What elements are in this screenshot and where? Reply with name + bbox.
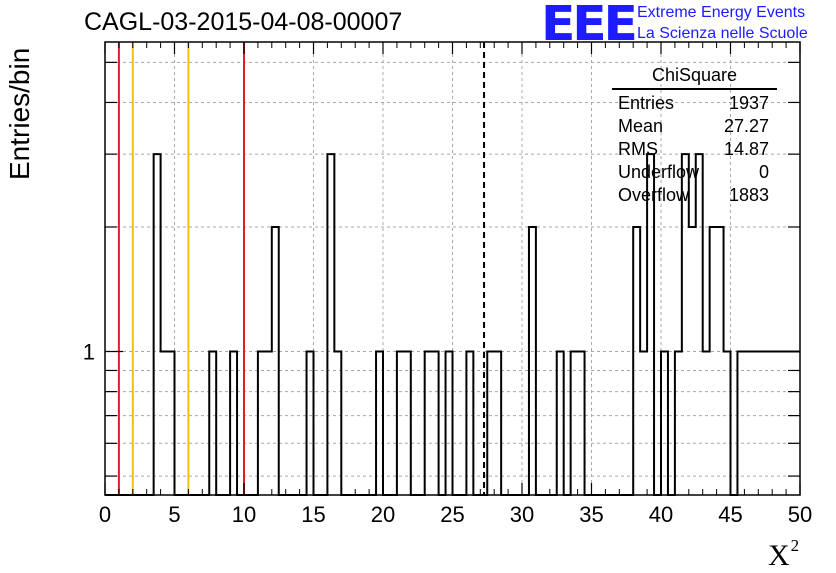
histogram-bin xyxy=(779,352,786,495)
histogram-bin xyxy=(404,352,411,495)
histogram-bin xyxy=(334,352,341,495)
stats-row: Underflow 0 xyxy=(612,161,777,184)
histogram-bin xyxy=(640,352,647,495)
x-tick-label: 45 xyxy=(718,502,742,527)
stats-title: ChiSquare xyxy=(612,65,777,90)
x-tick-label: 10 xyxy=(232,502,256,527)
histogram-bin xyxy=(376,352,383,495)
histogram-bin xyxy=(758,352,765,495)
x-tick-label: 40 xyxy=(649,502,673,527)
histogram-bin xyxy=(633,227,640,495)
histogram-bin xyxy=(793,352,800,495)
histogram-bin xyxy=(571,352,578,495)
histogram-bin xyxy=(272,227,279,495)
histogram-bin xyxy=(494,352,501,495)
histogram-bin xyxy=(446,352,453,495)
histogram-bin xyxy=(765,352,772,495)
x-tick-label: 20 xyxy=(371,502,395,527)
stats-value: 14.87 xyxy=(723,139,769,159)
histogram-bin xyxy=(703,352,710,495)
x-axis-label-superscript: 2 xyxy=(790,536,800,555)
histogram-bin xyxy=(717,227,724,495)
histogram-bin xyxy=(710,227,717,495)
chart-title: CAGL-03-2015-04-08-00007 xyxy=(84,8,403,36)
histogram-bin xyxy=(466,352,473,495)
x-axis-label: X2 xyxy=(768,536,799,573)
histogram-bin xyxy=(744,352,751,495)
grid xyxy=(105,42,800,495)
histogram-bin xyxy=(168,352,175,495)
histogram-bin xyxy=(557,352,564,495)
x-tick-label: 35 xyxy=(579,502,603,527)
stats-label: RMS xyxy=(618,139,658,159)
histogram-bin xyxy=(529,227,536,495)
histogram-bin xyxy=(425,352,432,495)
stats-value: 1937 xyxy=(728,93,769,113)
x-tick-label: 50 xyxy=(788,502,812,527)
stats-box: ChiSquare Entries 1937 Mean 27.27 RMS 14.87 Un… xyxy=(612,65,777,207)
stats-value: 27.27 xyxy=(723,116,769,136)
histogram-bin xyxy=(307,352,314,495)
eee-logo: EEE xyxy=(541,0,638,52)
histogram-bin xyxy=(397,352,404,495)
x-axis-label-base: X xyxy=(768,539,790,572)
stats-row: Overflow 1883 xyxy=(612,184,777,207)
stats-label: Underflow xyxy=(618,162,700,182)
marker-lines xyxy=(117,42,486,495)
stats-label: Entries xyxy=(618,93,675,113)
histogram-bin xyxy=(230,352,237,495)
histogram-bin xyxy=(661,352,668,495)
histogram-bin xyxy=(786,352,793,495)
logo-line-2: La Scienza nelle Scuole xyxy=(637,25,808,42)
x-tick-label: 5 xyxy=(168,502,180,527)
histogram-bin xyxy=(772,352,779,495)
histogram-bin xyxy=(154,154,161,495)
histogram-bin xyxy=(675,352,682,495)
stats-value: 0 xyxy=(758,162,769,182)
axes: 0 5 10 15 20 25 30 35 40 45 50 1 xyxy=(83,42,812,527)
histogram-bin xyxy=(751,352,758,495)
y-tick-label: 1 xyxy=(83,340,95,365)
histogram-bin xyxy=(737,352,744,495)
stats-rows: Entries 1937 Mean 27.27 RMS 14.87 Underflow 0 Ov… xyxy=(612,92,777,207)
stats-row: RMS 14.87 xyxy=(612,138,777,161)
histogram-bin xyxy=(724,352,731,495)
histogram-bin xyxy=(689,227,696,495)
logo-line-1: Extreme Energy Events xyxy=(637,4,806,21)
x-tick-label: 15 xyxy=(301,502,325,527)
histogram-bin xyxy=(265,352,272,495)
x-tick-label: 25 xyxy=(440,502,464,527)
histogram-bin xyxy=(578,352,585,495)
histogram-bin xyxy=(487,352,494,495)
x-tick-label: 30 xyxy=(510,502,534,527)
stats-row: Mean 27.27 xyxy=(612,115,777,138)
histogram-bin xyxy=(209,352,216,495)
histogram-bin xyxy=(432,352,439,495)
stats-row: Entries 1937 xyxy=(612,92,777,115)
histogram-bin xyxy=(258,352,265,495)
stats-label: Mean xyxy=(618,116,664,136)
x-tick-label: 0 xyxy=(99,502,111,527)
histogram-bin xyxy=(327,154,334,495)
stats-value: 1883 xyxy=(728,185,769,205)
stats-label: Overflow xyxy=(618,185,690,205)
histogram-bin xyxy=(161,352,168,495)
